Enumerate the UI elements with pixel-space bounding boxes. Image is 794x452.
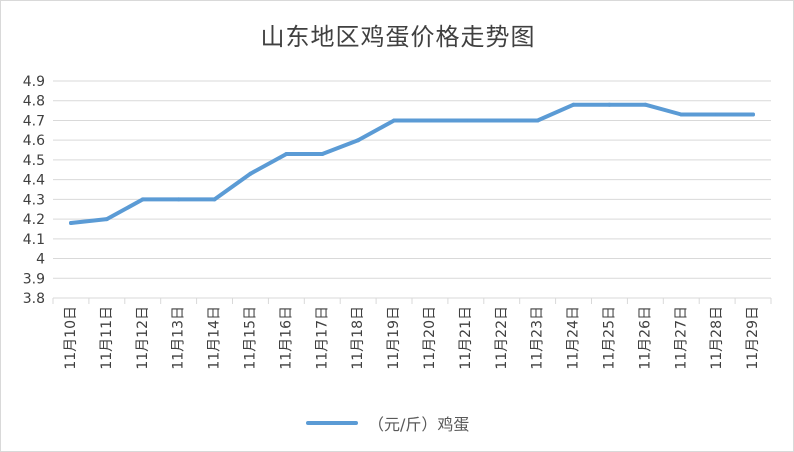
data-point: [463, 118, 468, 123]
x-tick-label: 11月27日: [673, 306, 689, 370]
x-tick-label: 11月26日: [637, 306, 653, 370]
x-tick-label: 11月11日: [99, 306, 115, 370]
data-point: [104, 217, 109, 222]
data-point: [499, 118, 504, 123]
x-tick-label: 11月25日: [601, 306, 617, 370]
y-tick-label: 3.8: [23, 291, 45, 307]
data-point: [607, 102, 612, 107]
data-point: [356, 138, 361, 143]
x-tick-label: 11月18日: [350, 306, 366, 370]
data-point: [392, 118, 397, 123]
y-tick-label: 4.3: [23, 192, 45, 208]
y-tick-label: 4.1: [23, 232, 45, 248]
y-tick-label: 4.9: [23, 74, 45, 90]
data-point: [140, 197, 145, 202]
series-line: [69, 102, 755, 225]
chart-title: 山东地区鸡蛋价格走势图: [260, 23, 536, 51]
legend-label: （元/斤）鸡蛋: [368, 415, 470, 434]
data-point: [535, 118, 540, 123]
legend-swatch: [306, 421, 358, 425]
legend: （元/斤）鸡蛋: [306, 409, 469, 437]
data-point: [643, 102, 648, 107]
x-tick-label: 11月19日: [386, 306, 402, 370]
y-tick-label: 4.5: [23, 153, 45, 169]
data-point: [715, 112, 720, 117]
y-tick-label: 4.2: [23, 212, 45, 228]
y-tick-label: 4: [36, 252, 45, 268]
y-tick-label: 4.6: [23, 133, 45, 149]
data-point: [571, 102, 576, 107]
x-tick-label: 11月21日: [458, 306, 474, 370]
data-point: [320, 152, 325, 156]
x-tick-label: 11月15日: [242, 306, 258, 370]
data-point: [679, 112, 684, 117]
y-tick-label: 4.8: [23, 94, 45, 110]
data-point: [248, 171, 253, 176]
x-tick-label: 11月22日: [494, 306, 510, 370]
data-point: [751, 112, 755, 117]
x-tick-label: 11月20日: [422, 306, 438, 370]
data-point: [212, 197, 217, 202]
y-tick-label: 4.4: [23, 173, 45, 189]
data-point: [427, 118, 432, 123]
data-point: [284, 152, 289, 156]
x-tick-label: 11月12日: [135, 306, 151, 370]
x-tick-label: 11月10日: [63, 306, 79, 370]
x-tick-label: 11月17日: [314, 306, 330, 370]
y-tick-label: 3.9: [23, 271, 45, 287]
x-tick-label: 11月28日: [709, 306, 725, 370]
y-tick-label: 4.7: [23, 113, 45, 129]
x-tick-label: 11月24日: [566, 306, 582, 370]
data-point: [69, 221, 73, 225]
x-tick-label: 11月23日: [530, 306, 546, 370]
x-tick-label: 11月16日: [278, 306, 294, 370]
data-point: [176, 197, 181, 202]
x-tick-label: 11月14日: [207, 306, 223, 370]
x-tick-label: 11月13日: [171, 306, 187, 370]
x-tick-label: 11月29日: [745, 306, 761, 370]
